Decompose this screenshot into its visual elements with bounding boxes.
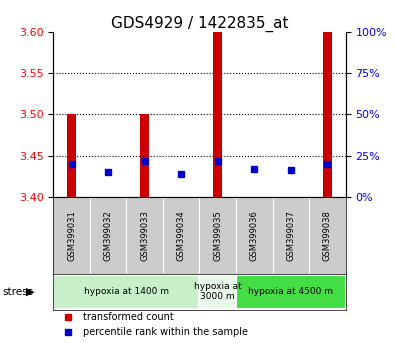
Text: GSM399036: GSM399036 (250, 210, 259, 261)
Bar (199, 275, 236, 309)
Text: GSM399038: GSM399038 (323, 210, 332, 261)
Text: GSM399035: GSM399035 (213, 210, 222, 261)
Text: percentile rank within the sample: percentile rank within the sample (83, 327, 248, 337)
Text: GSM399032: GSM399032 (103, 210, 113, 261)
Bar (67, 114, 76, 197)
Title: GDS4929 / 1422835_at: GDS4929 / 1422835_at (111, 16, 288, 32)
Text: hypoxia at 1400 m: hypoxia at 1400 m (84, 287, 169, 296)
Text: stress: stress (2, 287, 33, 297)
Text: GSM399033: GSM399033 (140, 210, 149, 261)
Bar (323, 32, 332, 197)
Bar (53, 275, 199, 309)
Bar (213, 32, 222, 197)
Text: GSM399037: GSM399037 (286, 210, 295, 261)
Bar (140, 114, 149, 197)
Bar (236, 275, 346, 309)
Text: ▶: ▶ (26, 287, 34, 297)
Text: hypoxia at
3000 m: hypoxia at 3000 m (194, 282, 242, 301)
Text: hypoxia at 4500 m: hypoxia at 4500 m (248, 287, 333, 296)
Text: transformed count: transformed count (83, 312, 173, 322)
Text: GSM399034: GSM399034 (177, 210, 186, 261)
Text: GSM399031: GSM399031 (67, 210, 76, 261)
